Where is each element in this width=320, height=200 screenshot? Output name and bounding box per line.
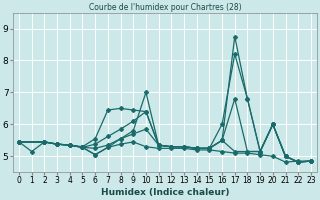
X-axis label: Humidex (Indice chaleur): Humidex (Indice chaleur) [101,188,229,197]
Title: Courbe de l'humidex pour Chartres (28): Courbe de l'humidex pour Chartres (28) [89,3,241,12]
